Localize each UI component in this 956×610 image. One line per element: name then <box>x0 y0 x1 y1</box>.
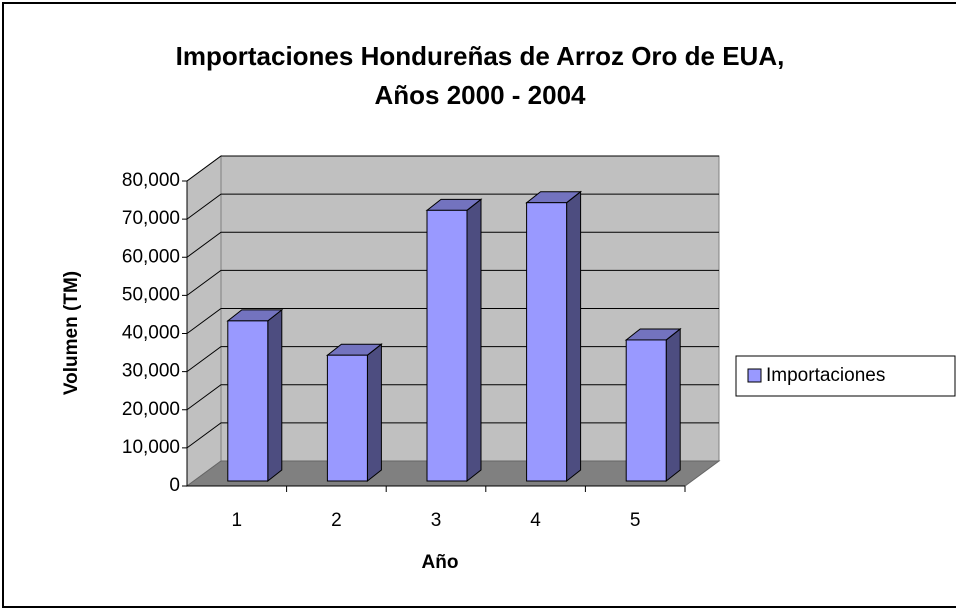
bar <box>426 209 468 482</box>
legend-swatch <box>747 368 762 383</box>
x-tick-label: 2 <box>331 510 342 531</box>
bar-side <box>366 343 382 483</box>
x-tick-label: 4 <box>530 510 541 531</box>
bar-side <box>466 198 482 483</box>
bar <box>526 202 568 482</box>
x-tick-label: 3 <box>431 510 442 531</box>
bar-side <box>665 327 681 483</box>
grid-line <box>186 155 719 182</box>
y-tick-label: 80,000 <box>122 170 180 191</box>
y-tick-label: 70,000 <box>122 208 180 229</box>
y-tick-label: 20,000 <box>122 399 180 420</box>
legend-box <box>735 355 956 397</box>
bar <box>625 339 667 482</box>
bar <box>227 320 269 482</box>
x-tick-label: 5 <box>630 510 641 531</box>
y-axis-label: Volumen (TM) <box>61 271 82 395</box>
chart-title: Años 2000 - 2004 <box>374 80 586 110</box>
chart-title: Importaciones Hondureñas de Arroz Oro de… <box>176 41 785 71</box>
bar <box>326 354 368 482</box>
y-tick-label: 60,000 <box>122 246 180 267</box>
legend-label: Importaciones <box>766 365 885 386</box>
x-tick-label: 1 <box>232 510 243 531</box>
bar-side <box>566 190 582 483</box>
bar-side <box>267 308 283 483</box>
y-tick-label: 10,000 <box>122 437 180 458</box>
x-axis-label: Año <box>422 552 459 573</box>
y-tick-label: 50,000 <box>122 284 180 305</box>
y-tick-label: 30,000 <box>122 361 180 382</box>
y-tick-label: 0 <box>169 475 180 496</box>
y-tick-label: 40,000 <box>122 323 180 344</box>
